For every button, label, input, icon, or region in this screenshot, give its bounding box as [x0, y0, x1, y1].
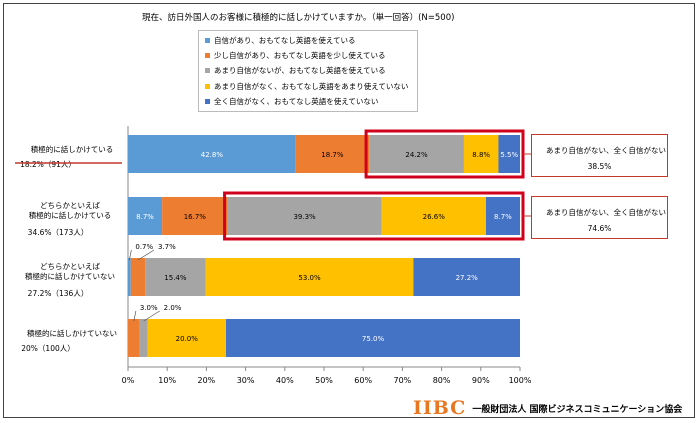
- bar-segment: [381, 197, 486, 235]
- data-label: 0.7%: [135, 243, 153, 251]
- logo-organization-name: 一般財団法人 国際ビジネスコミュニケーション協会: [472, 404, 683, 415]
- legend-swatch: [205, 83, 210, 89]
- legend-swatch: [205, 67, 210, 73]
- data-label: 27.2%: [456, 274, 479, 282]
- leader-line: [133, 310, 137, 322]
- category-sublabel: 34.6%（173人）: [28, 228, 89, 237]
- chart-title: 現在、訪日外国人のお客様に積極的に話しかけていますか。（単一回答）(N=500): [142, 13, 455, 23]
- data-label: 15.4%: [164, 274, 187, 282]
- data-label: 8.8%: [472, 151, 490, 159]
- bar-segment: [295, 135, 370, 173]
- callout-box-2: あまり自信がない、全く自信がない 74.6%: [531, 196, 668, 239]
- data-label: 20.0%: [176, 335, 199, 343]
- data-label: 53.0%: [298, 274, 321, 282]
- bar-segment: [205, 258, 414, 296]
- category-sublabel: 20%（100人）: [21, 344, 75, 353]
- bar-segment: [128, 197, 163, 235]
- legend-item: 自信があり、おもてなし英語を使えている: [205, 33, 356, 47]
- bar-segment: [130, 258, 146, 296]
- bar-segment: [128, 135, 296, 173]
- legend-label: あまり自信がないが、おもてなし英語を使えている: [214, 65, 386, 75]
- data-label: 3.7%: [158, 243, 176, 251]
- x-tick-label: 20%: [198, 376, 216, 385]
- x-tick-label: 30%: [237, 376, 255, 385]
- legend-swatch: [205, 98, 210, 104]
- bar-segment: [162, 197, 228, 235]
- data-label: 75.0%: [362, 335, 385, 343]
- category-label: 積極的に話しかけている: [29, 210, 112, 220]
- category-label: 積極的に話しかけている: [31, 144, 114, 154]
- iibc-logo: IIBC 一般財団法人 国際ビジネスコミュニケーション協会: [413, 397, 682, 419]
- data-label: 8.7%: [136, 213, 154, 221]
- data-label: 2.0%: [164, 304, 182, 312]
- bar-segment: [498, 135, 520, 173]
- callout-box-1: あまり自信がない、全く自信がない 38.5%: [531, 134, 668, 177]
- callout-title: あまり自信がない、全く自信がない: [546, 146, 666, 155]
- data-label: 8.7%: [494, 213, 512, 221]
- data-label: 3.0%: [140, 304, 158, 312]
- legend-item: あまり自信がなく、おもてなし英語をあまり使えていない: [205, 79, 408, 93]
- bar-segment: [485, 197, 520, 235]
- data-label: 42.8%: [201, 151, 224, 159]
- bar-segment: [128, 258, 131, 296]
- x-tick-label: 0%: [122, 376, 135, 385]
- x-tick-label: 70%: [394, 376, 412, 385]
- category-sublabel: 18.2%（91人）: [20, 160, 76, 169]
- legend-label: あまり自信がなく、おもてなし英語をあまり使えていない: [214, 81, 409, 91]
- legend: 自信があり、おもてなし英語を使えている 少し自信があり、おもてなし英語を少し使え…: [198, 30, 418, 112]
- legend-swatch: [205, 52, 210, 58]
- legend-item: 全く自信がなく、おもてなし英語を使えていない: [205, 94, 378, 108]
- category-sublabel: 27.2%（136人）: [28, 289, 89, 298]
- bar-segment: [139, 319, 148, 357]
- legend-label: 少し自信があり、おもてなし英語を少し使えている: [214, 50, 386, 60]
- x-tick-label: 10%: [158, 376, 176, 385]
- category-label: 積極的に話しかけていない: [25, 271, 115, 281]
- bar-segment: [128, 319, 140, 357]
- bar-segment: [147, 319, 226, 357]
- x-tick-label: 90%: [472, 376, 490, 385]
- x-tick-label: 60%: [354, 376, 372, 385]
- leader-line: [137, 249, 155, 261]
- legend-swatch: [205, 37, 210, 43]
- bar-segment: [227, 197, 382, 235]
- data-label: 26.6%: [423, 213, 446, 221]
- bar-segment: [369, 135, 464, 173]
- legend-item: 少し自信があり、おもてなし英語を少し使えている: [205, 48, 386, 62]
- leader-line: [143, 310, 160, 322]
- legend-item: あまり自信がないが、おもてなし英語を使えている: [205, 63, 386, 77]
- category-label: どちらかといえば: [40, 201, 100, 210]
- callout-title: あまり自信がない、全く自信がない: [546, 208, 666, 217]
- data-label: 16.7%: [184, 213, 207, 221]
- bar-segment: [226, 319, 520, 357]
- data-label: 39.3%: [293, 213, 316, 221]
- chart-frame: [3, 3, 695, 418]
- data-label: 24.2%: [405, 151, 428, 159]
- bar-segment: [413, 258, 520, 296]
- logo-mark: IIBC: [413, 397, 467, 419]
- x-tick-label: 50%: [315, 376, 333, 385]
- x-tick-label: 100%: [509, 376, 532, 385]
- category-label: どちらかといえば: [40, 262, 100, 271]
- bar-segment: [463, 135, 499, 173]
- data-label: 5.5%: [500, 151, 518, 159]
- leader-line: [129, 249, 132, 261]
- legend-label: 自信があり、おもてなし英語を使えている: [214, 35, 356, 45]
- x-tick-label: 80%: [433, 376, 451, 385]
- callout-value: 74.6%: [587, 224, 612, 233]
- category-label: 積極的に話しかけていない: [27, 328, 117, 338]
- legend-label: 全く自信がなく、おもてなし英語を使えていない: [214, 96, 379, 106]
- data-label: 18.7%: [321, 151, 344, 159]
- bar-segment: [145, 258, 206, 296]
- x-tick-label: 40%: [276, 376, 294, 385]
- callout-value: 38.5%: [587, 162, 612, 171]
